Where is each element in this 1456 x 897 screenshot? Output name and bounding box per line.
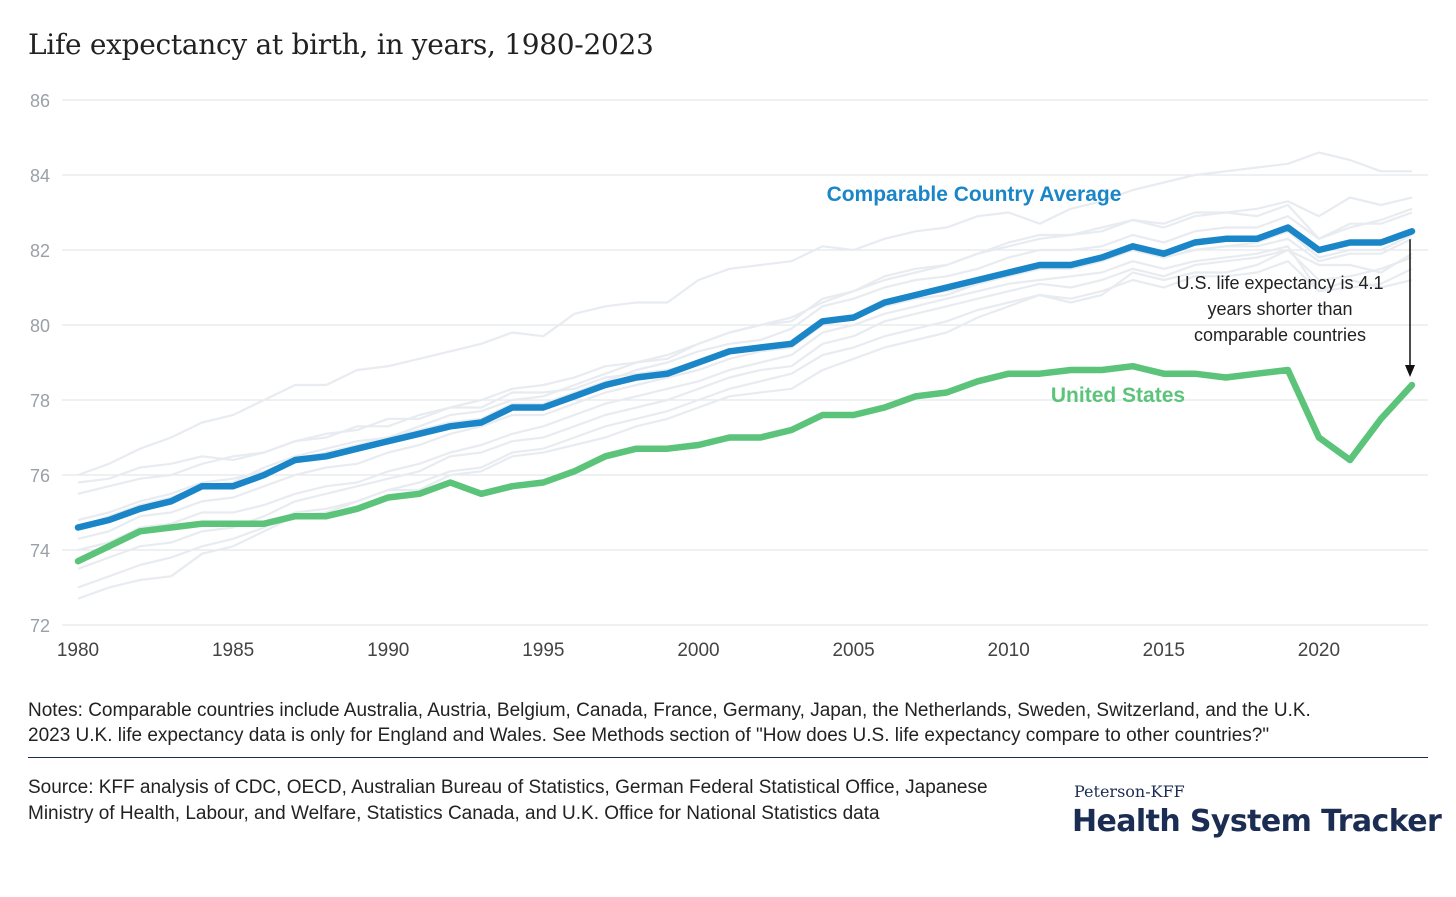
y-tick-label: 82: [30, 241, 50, 261]
divider: [28, 757, 1428, 758]
annotations: Comparable Country Average United States U…: [827, 183, 1415, 407]
gap-note-line: years shorter than: [1207, 299, 1352, 319]
x-tick-label: 2000: [677, 640, 719, 661]
notes-line-1: Notes: Comparable countries include Aust…: [28, 700, 1311, 721]
x-axis-ticks: 1980 1985 1990 1995 2000 2005 2010 2015 2020: [57, 640, 1340, 661]
y-tick-label: 80: [30, 316, 50, 336]
x-tick-label: 1980: [57, 640, 99, 661]
label-comparable-country-average: Comparable Country Average: [827, 183, 1122, 206]
highlight-series: [74, 224, 1416, 565]
background-country-lines: [77, 151, 1413, 600]
brand-peterson-kff: Peterson-KFF: [1074, 782, 1185, 801]
gap-note-line: comparable countries: [1194, 325, 1366, 345]
chart-title: Life expectancy at birth, in years, 1980…: [28, 28, 654, 61]
grid-lines: [62, 99, 1428, 626]
source-text: Source: KFF analysis of CDC, OECD, Austr…: [28, 777, 988, 824]
background-country-line: [77, 245, 1413, 552]
series-line-united-states: [74, 362, 1416, 565]
gap-note-line: U.S. life expectancy is 4.1: [1176, 273, 1383, 293]
x-tick-label: 1995: [522, 640, 564, 661]
notes: Notes: Comparable countries include Aust…: [28, 698, 1428, 748]
background-country-line: [77, 248, 1413, 570]
background-country-line: [77, 151, 1412, 477]
background-country-line: [77, 207, 1413, 522]
y-tick-label: 78: [30, 391, 50, 411]
background-country-line: [77, 260, 1413, 589]
x-tick-label: 2005: [832, 640, 874, 661]
y-tick-label: 76: [30, 466, 50, 486]
label-united-states: United States: [1051, 384, 1185, 407]
x-tick-label: 1985: [212, 640, 254, 661]
x-tick-label: 2020: [1298, 640, 1340, 661]
notes-line-2: 2023 U.K. life expectancy data is only f…: [28, 725, 1270, 746]
y-tick-label: 72: [30, 616, 50, 636]
y-axis-ticks: 72 74 76 78 80 82 84 86: [30, 91, 50, 636]
line-chart: 72 74 76 78 80 82 84 86 1980 1985 1990 1995 2000 200…: [30, 91, 1428, 661]
x-tick-label: 2010: [988, 640, 1030, 661]
brand-health-system-tracker: Health System Tracker: [1072, 804, 1442, 839]
y-tick-label: 74: [30, 541, 50, 561]
x-tick-label: 2015: [1143, 640, 1185, 661]
background-country-line: [77, 203, 1413, 529]
x-tick-label: 1990: [367, 640, 409, 661]
y-tick-label: 84: [30, 166, 50, 186]
gap-arrow-head: [1405, 365, 1415, 377]
series-line-comparable-country-average: [74, 224, 1416, 531]
y-tick-label: 86: [30, 91, 50, 111]
